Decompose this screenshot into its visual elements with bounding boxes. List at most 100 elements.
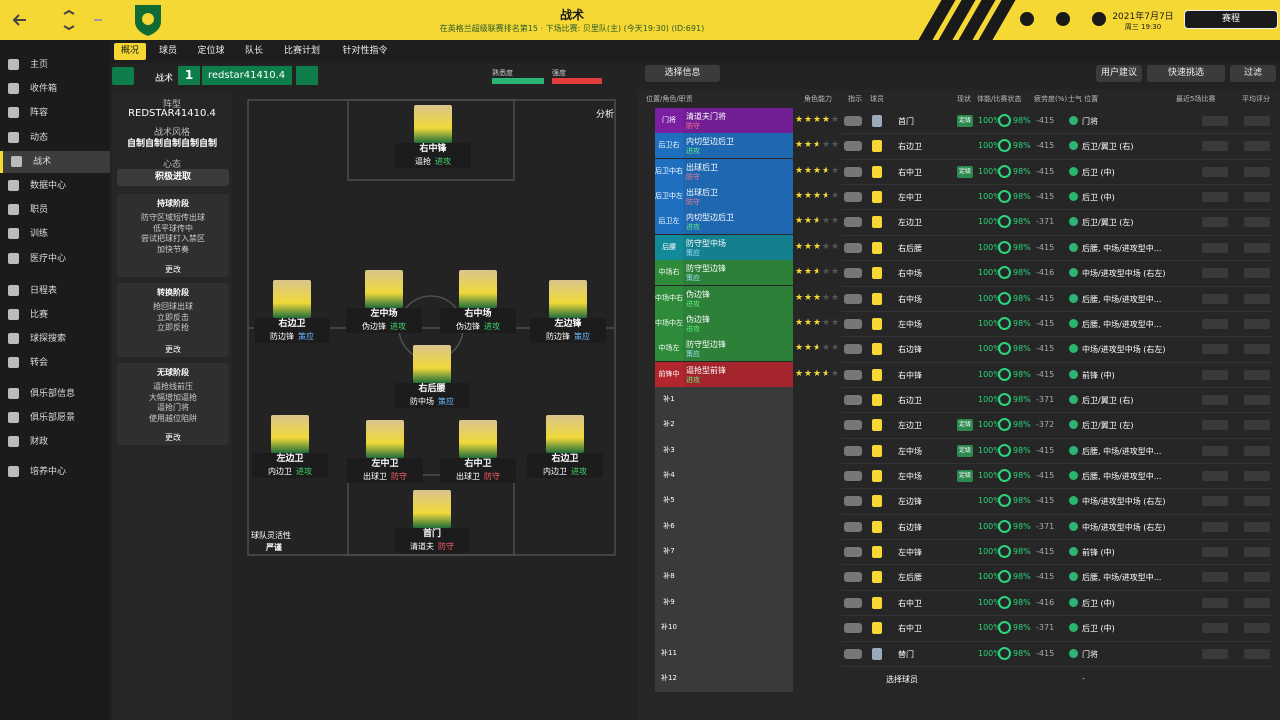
column-header[interactable]: 疲劳度(%) bbox=[1034, 95, 1068, 103]
nav-item[interactable]: 转会 bbox=[0, 352, 110, 374]
instruction-icon[interactable] bbox=[844, 445, 862, 456]
row-position[interactable]: 左边卫 bbox=[898, 218, 922, 228]
player-photo[interactable] bbox=[271, 415, 309, 453]
slot-role[interactable]: 防守型中场 bbox=[686, 238, 726, 248]
phase-more[interactable]: 更改 bbox=[165, 265, 181, 274]
nav-item[interactable]: 动态 bbox=[0, 127, 110, 149]
row-position[interactable]: 左边锋 bbox=[898, 497, 922, 507]
player-position[interactable]: 左中场 bbox=[346, 308, 422, 321]
row-position[interactable]: 左中场 bbox=[898, 446, 922, 456]
row-position[interactable]: 右边锋 bbox=[898, 522, 922, 532]
nav-item[interactable]: 日程表 bbox=[0, 280, 110, 302]
nav-arrows[interactable] bbox=[12, 10, 102, 30]
player-photo[interactable] bbox=[273, 280, 311, 318]
player-position[interactable]: 右中卫 bbox=[440, 458, 516, 471]
player-photo[interactable] bbox=[413, 345, 451, 383]
instruction-icon[interactable] bbox=[844, 623, 862, 634]
instruction-icon[interactable] bbox=[844, 116, 862, 126]
row-position[interactable]: 右边卫 bbox=[898, 142, 922, 152]
instruction-icon[interactable] bbox=[844, 141, 862, 152]
row-position[interactable]: 右边锋 bbox=[898, 345, 922, 355]
mentality[interactable]: 积极进取 bbox=[117, 169, 229, 186]
tab[interactable]: 队长 bbox=[244, 46, 263, 56]
player-position[interactable]: 左边锋 bbox=[530, 318, 606, 331]
slot-role[interactable]: 出球后卫 bbox=[686, 162, 718, 172]
suggest[interactable]: 用户建议 bbox=[1096, 65, 1142, 82]
nav-item[interactable]: 俱乐部信息 bbox=[0, 383, 110, 405]
player-photo[interactable] bbox=[459, 270, 497, 308]
row-position[interactable]: 右中锋 bbox=[898, 370, 922, 380]
instruction-icon[interactable] bbox=[844, 344, 862, 355]
instruction-icon[interactable] bbox=[844, 293, 862, 304]
player-position[interactable]: 右中场 bbox=[440, 308, 516, 321]
player-position[interactable]: 左中卫 bbox=[347, 458, 423, 471]
slot-role[interactable]: 伪边锋 bbox=[686, 314, 710, 324]
player-position[interactable]: 首门 bbox=[394, 528, 470, 541]
slot-role[interactable]: 出球后卫 bbox=[686, 188, 718, 198]
instruction-icon[interactable] bbox=[844, 166, 862, 177]
instruction-icon[interactable] bbox=[844, 268, 862, 279]
nav-item[interactable]: 培养中心 bbox=[0, 461, 110, 483]
nav-item[interactable]: 俱乐部愿景 bbox=[0, 407, 110, 429]
player-photo[interactable] bbox=[366, 420, 404, 458]
nav-item[interactable]: 比赛 bbox=[0, 304, 110, 326]
instruction-icon[interactable] bbox=[844, 597, 862, 608]
row-position[interactable]: 左中场 bbox=[898, 319, 922, 329]
row-position[interactable]: 左边卫 bbox=[898, 421, 922, 431]
slot-role[interactable]: 防守型边锋 bbox=[686, 340, 726, 350]
header-icon[interactable] bbox=[1020, 12, 1034, 26]
instruction-icon[interactable] bbox=[844, 496, 862, 507]
tab[interactable]: 概况 bbox=[114, 43, 146, 60]
column-header[interactable]: 指示 bbox=[848, 95, 862, 103]
row-position[interactable]: 右中场 bbox=[898, 294, 922, 304]
column-header[interactable]: 体能/比赛状态 bbox=[977, 95, 1022, 103]
player-photo[interactable] bbox=[546, 415, 584, 453]
column-header[interactable]: 角色能力 bbox=[804, 95, 832, 103]
tactic-name[interactable]: redstar41410.4 bbox=[202, 66, 292, 85]
filter[interactable]: 过滤 bbox=[1230, 65, 1276, 82]
nav-item[interactable]: 阵容 bbox=[0, 102, 110, 124]
row-position[interactable]: 右后腰 bbox=[898, 243, 922, 253]
row-position[interactable]: 左后腰 bbox=[898, 573, 922, 583]
row-position[interactable]: 右中卫 bbox=[898, 624, 922, 634]
player-photo[interactable] bbox=[365, 270, 403, 308]
row-position[interactable]: 左中场 bbox=[898, 472, 922, 482]
instruction-icon[interactable] bbox=[844, 471, 862, 482]
instruction-icon[interactable] bbox=[844, 521, 862, 532]
row-position[interactable]: 左中卫 bbox=[898, 193, 922, 203]
header-icon[interactable] bbox=[1056, 12, 1070, 26]
player-photo[interactable] bbox=[549, 280, 587, 318]
nav-item[interactable]: 数据中心 bbox=[0, 175, 110, 197]
tab[interactable]: 针对性指令 bbox=[342, 46, 388, 56]
player-position[interactable]: 右后腰 bbox=[394, 383, 470, 396]
nav-item[interactable]: 主页 bbox=[0, 54, 110, 76]
slot-role[interactable]: 清道夫门将 bbox=[686, 112, 726, 121]
instruction-icon[interactable] bbox=[844, 572, 862, 583]
add-tactic[interactable] bbox=[296, 66, 318, 85]
tab[interactable]: 定位球 bbox=[197, 46, 225, 56]
style[interactable]: 自制自制自制自制自制 bbox=[126, 139, 217, 149]
nav-item[interactable]: 战术 bbox=[0, 150, 110, 173]
column-header[interactable]: 最近5场比赛 bbox=[1176, 95, 1216, 103]
slot-role[interactable]: 逼抢型前锋 bbox=[686, 365, 726, 375]
slot-role[interactable]: 内切型边后卫 bbox=[686, 137, 734, 147]
row-position[interactable]: 替门 bbox=[898, 649, 914, 659]
instruction-icon[interactable] bbox=[844, 369, 862, 380]
row-position[interactable]: 右中卫 bbox=[898, 598, 922, 608]
tab[interactable]: 球员 bbox=[158, 46, 177, 56]
formation[interactable]: REDSTAR41410.4 bbox=[128, 108, 216, 119]
nav-item[interactable]: 收件箱 bbox=[0, 78, 110, 100]
instruction-icon[interactable] bbox=[844, 648, 862, 659]
instruction-icon[interactable] bbox=[844, 394, 862, 405]
player-position[interactable]: 右边卫 bbox=[254, 318, 330, 331]
instruction-icon[interactable] bbox=[844, 192, 862, 203]
player-photo[interactable] bbox=[459, 420, 497, 458]
player-position[interactable]: 右边卫 bbox=[527, 453, 603, 466]
instruction-icon[interactable] bbox=[844, 420, 862, 431]
slot-role[interactable]: 伪边锋 bbox=[686, 289, 710, 299]
row-position[interactable]: 右中场 bbox=[898, 269, 922, 279]
slot-role[interactable]: 内切型边后卫 bbox=[686, 213, 734, 223]
column-header[interactable]: 现状 bbox=[957, 95, 971, 103]
header-icon[interactable] bbox=[1092, 12, 1106, 26]
instruction-icon[interactable] bbox=[844, 242, 862, 253]
